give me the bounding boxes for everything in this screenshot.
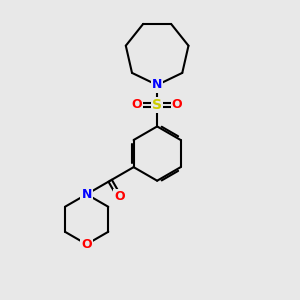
- Text: O: O: [172, 98, 182, 112]
- Text: N: N: [81, 188, 92, 201]
- Text: N: N: [152, 79, 162, 92]
- Text: O: O: [114, 190, 125, 203]
- Text: O: O: [132, 98, 142, 112]
- Text: O: O: [81, 238, 92, 251]
- Text: S: S: [152, 98, 162, 112]
